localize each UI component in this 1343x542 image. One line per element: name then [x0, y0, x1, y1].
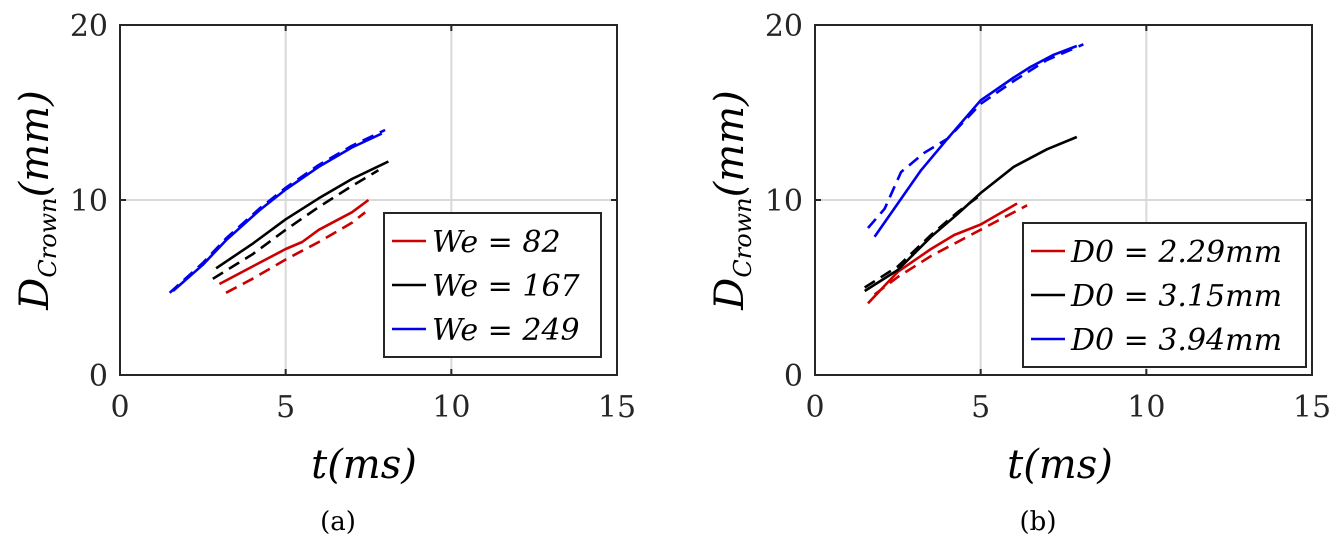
series-line-1-dashed	[873, 204, 1028, 296]
panel-b-ylabel-sub: Crown	[729, 197, 757, 277]
y-tick-label: 20	[70, 9, 108, 44]
panel-a-ylabel-main: D	[12, 278, 58, 311]
x-tick-label: 0	[110, 390, 129, 425]
series-line-3-dashed	[212, 169, 380, 280]
series-line-1-dashed	[225, 211, 367, 294]
legend-label: We = 249	[432, 313, 580, 348]
panel-a-ylabel: DCrown(mm)	[12, 90, 62, 310]
series-line-3-dashed	[864, 193, 982, 289]
panel-a-caption: (a)	[320, 507, 356, 537]
y-tick-label: 20	[765, 9, 803, 44]
series-line-0-solid	[218, 198, 370, 286]
x-tick-label: 10	[1127, 390, 1165, 425]
panel-b-legend-box	[1022, 222, 1307, 368]
panel-b-xlabel: t(ms)	[1007, 442, 1113, 488]
y-tick-label: 10	[70, 184, 108, 219]
y-tick-label: 10	[765, 184, 803, 219]
y-tick-label: 0	[784, 359, 803, 394]
panel-b: 0 5 10 15 0 10 20 t(ms) DCrown(mm) D0 = 2.29mm…	[707, 9, 1331, 537]
x-tick-label: 5	[971, 390, 990, 425]
x-tick-label: 15	[1293, 390, 1331, 425]
series-line-4-solid	[873, 44, 1078, 238]
panel-b-ylabel-unit: (mm)	[707, 90, 753, 197]
panel-a-xlabel: t(ms)	[311, 442, 417, 488]
panel-b-ticks: 0 5 10 15 0 10 20	[765, 9, 1331, 425]
panel-b-ylabel-main: D	[707, 278, 753, 311]
x-tick-label: 15	[598, 390, 636, 425]
legend-label: D0 = 3.94mm	[1070, 323, 1282, 358]
panel-a-series	[168, 128, 389, 294]
panel-a-legend: We = 82 We = 167 We = 249	[383, 212, 602, 358]
panel-b-caption: (b)	[1020, 507, 1057, 537]
legend-label: D0 = 3.15mm	[1070, 279, 1282, 314]
panel-b-ylabel: DCrown(mm)	[707, 90, 757, 310]
y-tick-label: 0	[89, 359, 108, 394]
panel-a-ylabel-sub: Crown	[34, 197, 62, 277]
legend-label: We = 167	[432, 269, 581, 304]
legend-label: We = 82	[432, 225, 561, 260]
x-tick-label: 5	[276, 390, 295, 425]
series-line-5-dashed	[168, 128, 386, 294]
panel-a-ylabel-unit: (mm)	[12, 90, 58, 197]
x-tick-label: 10	[432, 390, 470, 425]
series-line-2-solid	[215, 160, 389, 270]
panel-b-legend: D0 = 2.29mm D0 = 3.15mm D0 = 3.94mm	[1022, 222, 1307, 368]
x-tick-label: 0	[805, 390, 824, 425]
series-line-5-dashed	[867, 43, 1084, 229]
panel-a-ticks: 0 5 10 15 0 10 20	[70, 9, 636, 425]
series-line-0-solid	[867, 202, 1018, 305]
panel-b-series	[864, 43, 1084, 305]
legend-label: D0 = 2.29mm	[1070, 235, 1282, 270]
